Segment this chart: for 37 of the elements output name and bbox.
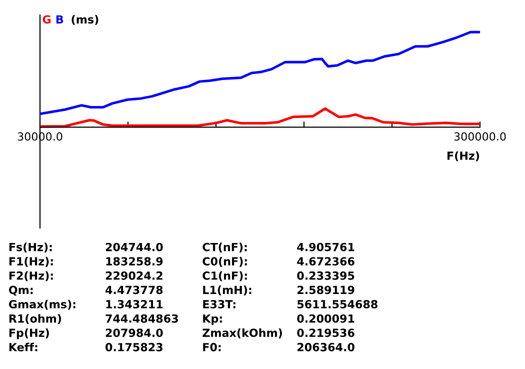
text: 206364.0: [298, 342, 354, 352]
text: 183258.9: [106, 257, 163, 266]
text: 744.484863: [106, 314, 178, 323]
text: 0.175823: [106, 342, 162, 352]
text: 1.343211: [106, 300, 163, 308]
text: CT(nF):: [202, 242, 247, 253]
text: 0.219536: [297, 328, 354, 338]
text: 207984.0: [106, 328, 163, 338]
text: Qm:: [8, 286, 33, 296]
text: F1(Hz):: [9, 256, 53, 267]
y-axis-title: (ms): [72, 15, 98, 25]
text: 4.905761: [297, 242, 354, 252]
text: R1(ohm): [9, 314, 62, 324]
text: 0.200091: [297, 314, 354, 323]
text: 0.233395: [297, 271, 354, 280]
text: B: [56, 15, 64, 24]
text: Gmax(ms):: [8, 300, 76, 310]
text: L1(mH):: [203, 286, 252, 296]
text: G: [42, 15, 50, 24]
x-tick-label: 300000.0: [454, 132, 506, 141]
text: Fs(Hz):: [9, 242, 52, 253]
text: Kp:: [203, 314, 222, 325]
text: Zmax(kOhm): [202, 328, 282, 338]
text: 5611.554688: [297, 300, 378, 308]
text: C0(nF):: [202, 256, 247, 267]
text: E33T:: [203, 300, 236, 308]
text: 2.589119: [298, 286, 354, 294]
text: 204744.0: [106, 242, 163, 252]
text: 4.672366: [297, 257, 354, 266]
text: Fp(Hz): [9, 328, 49, 340]
text: F0:: [203, 342, 221, 352]
text: F2(Hz):: [9, 271, 53, 282]
text: 229024.2: [106, 271, 162, 280]
text: 4.473778: [106, 286, 163, 294]
text: C1(nF):: [202, 271, 247, 282]
x-axis-title: F(Hz): [448, 151, 480, 162]
text: Keff:: [9, 342, 38, 352]
